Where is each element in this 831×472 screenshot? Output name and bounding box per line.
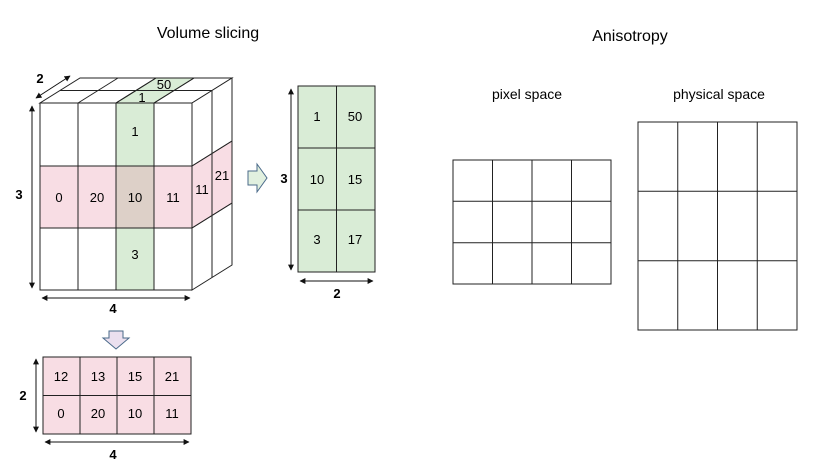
cube-front-cell: 10	[128, 190, 142, 205]
slice-bottom-width-label: 4	[109, 447, 117, 462]
cube-front-cell: 20	[90, 190, 104, 205]
title-volume-slicing: Volume slicing	[157, 25, 259, 42]
slice-bottom-grid	[42, 356, 192, 435]
cube-depth-label: 2	[36, 71, 43, 86]
slice-right-dimension-arrows	[288, 88, 374, 284]
cube-top-cell-front: 1	[138, 90, 145, 105]
slice-right-cell: 3	[313, 232, 320, 247]
cube-top-cell-back: 50	[157, 77, 171, 92]
slice-bottom-cell: 10	[128, 406, 142, 421]
slice-right-cell: 10	[310, 172, 324, 187]
cube-front-face	[39, 102, 193, 291]
cube-side-cell-back: 21	[215, 168, 229, 183]
slice-right-cell: 1	[313, 109, 320, 124]
slice-bottom-cell: 21	[165, 369, 179, 384]
slice-bottom-cell: 0	[57, 406, 64, 421]
slice-bottom-cell: 15	[128, 369, 142, 384]
physical-space-grid	[637, 121, 798, 331]
label-pixel-space: pixel space	[492, 86, 562, 102]
slice-right-cell: 17	[348, 232, 362, 247]
slice-bottom-dimension-arrows	[33, 358, 190, 445]
slice-right-width-label: 2	[333, 286, 340, 301]
cube-height-label: 3	[15, 187, 22, 202]
cube-dimension-arrows	[29, 75, 191, 301]
cube-width-label: 4	[109, 301, 117, 316]
slice-right-cell: 15	[348, 172, 362, 187]
cube-side-cell-front: 11	[195, 182, 209, 197]
cube-front-cell: 11	[166, 190, 180, 205]
arrow-right-icon	[247, 162, 268, 194]
volume-cube	[38, 77, 234, 291]
slice-right-grid	[297, 85, 376, 273]
cube-depth-arrow	[35, 75, 71, 99]
slice-bottom-cell: 11	[165, 406, 179, 421]
arrow-down-icon	[101, 330, 131, 350]
slice-bottom-height-label: 2	[19, 388, 26, 403]
cube-front-cell-top: 1	[131, 124, 138, 139]
cube-front-cell: 0	[55, 190, 62, 205]
title-anisotropy: Anisotropy	[592, 28, 668, 45]
slice-right-cell: 50	[348, 109, 362, 124]
label-physical-space: physical space	[673, 86, 765, 102]
slice-right-height-label: 3	[280, 171, 287, 186]
slice-bottom-cell: 20	[91, 406, 105, 421]
slice-bottom-cell: 12	[54, 369, 68, 384]
slice-bottom-cell: 13	[91, 369, 105, 384]
pixel-space-grid	[452, 159, 612, 285]
cube-front-cell-bottom: 3	[131, 247, 138, 262]
